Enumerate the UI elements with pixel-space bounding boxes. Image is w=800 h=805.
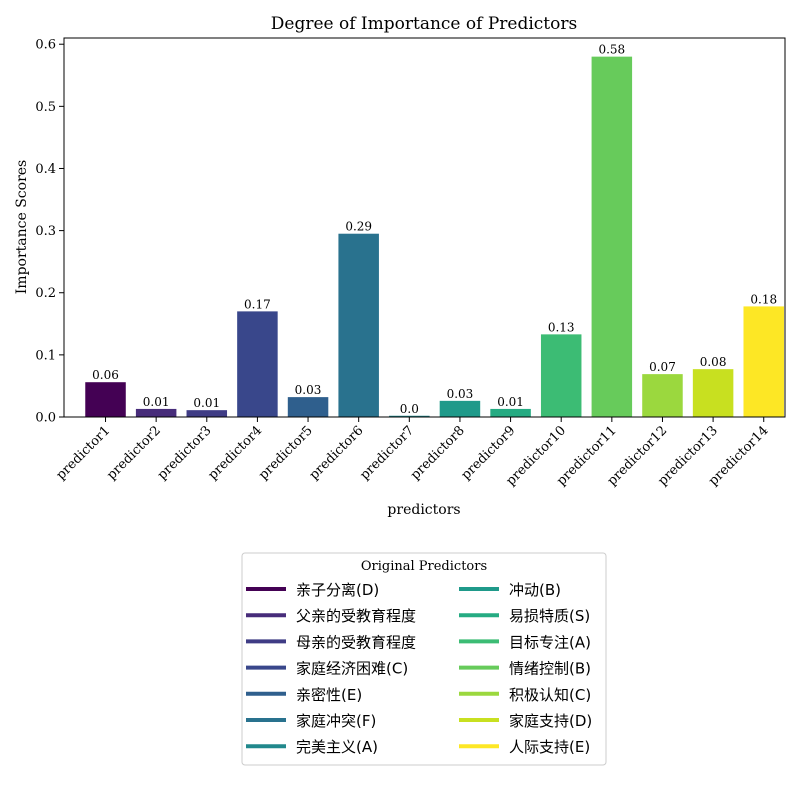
x-tick-label: predictor1	[54, 423, 114, 483]
y-axis: 0.0 0.1 0.2 0.3 0.4 0.5 0.6	[35, 38, 64, 426]
data-label-predictor7: 0.0	[400, 402, 419, 416]
data-label-predictor4: 0.17	[244, 297, 271, 311]
chart-title: Degree of Importance of Predictors	[271, 14, 577, 34]
bar-predictor8	[439, 400, 481, 417]
legend-entry-label: 亲子分离(D)	[296, 581, 379, 599]
data-label-predictor6: 0.29	[345, 220, 372, 234]
data-label-predictor8: 0.03	[447, 387, 474, 401]
y-tick-label: 0.4	[35, 162, 56, 177]
bar-predictor9	[490, 408, 531, 417]
legend-entry-label: 家庭冲突(F)	[296, 712, 376, 730]
bar-predictor3	[186, 410, 228, 417]
bar-predictor10	[540, 334, 582, 417]
data-label-predictor3: 0.01	[193, 396, 220, 410]
bar-predictor7	[389, 415, 430, 417]
y-tick-label: 0.5	[35, 100, 56, 115]
data-label-predictor12: 0.07	[649, 360, 676, 374]
y-tick-label: 0.0	[35, 411, 56, 426]
x-tick-label: predictor6	[307, 423, 367, 483]
data-label-predictor5: 0.03	[295, 383, 322, 397]
legend-entry-label: 完美主义(A)	[296, 738, 378, 756]
y-tick-label: 0.6	[35, 38, 56, 53]
x-axis-label: predictors	[387, 502, 460, 518]
bar-predictor12	[642, 374, 683, 417]
bar-predictor5	[287, 397, 329, 417]
data-label-predictor11: 0.58	[598, 43, 625, 57]
plot-frame	[63, 37, 786, 418]
legend-entry-label: 情绪控制(B)	[509, 660, 591, 678]
x-tick-label: predictor7	[357, 423, 417, 483]
bar-predictor1	[85, 382, 126, 417]
bar-predictor2	[135, 408, 177, 417]
data-label-predictor2: 0.01	[143, 395, 170, 409]
x-axis: predictor1predictor2predictor3predictor4…	[54, 417, 772, 489]
bar-predictor4	[237, 311, 278, 417]
x-tick-label: predictor3	[155, 423, 215, 483]
data-label-predictor10: 0.13	[548, 320, 575, 334]
legend-entry-label: 人际支持(E)	[509, 738, 590, 756]
bar-predictor11	[591, 56, 633, 417]
legend-entry-label: 易损特质(S)	[509, 607, 590, 625]
plot-area: 0.06 0.01 0.01 0.17 0.03 0.29 0.0 0.03 0.01 0.13 0…	[63, 37, 786, 418]
data-label-predictor1: 0.06	[92, 368, 119, 382]
legend-entry-label: 家庭经济困难(C)	[296, 660, 408, 678]
bar-predictor13	[692, 369, 734, 417]
data-label-predictor13: 0.08	[700, 355, 727, 369]
legend-entry-label: 父亲的受教育程度	[296, 607, 416, 625]
data-label-predictor9: 0.01	[497, 395, 524, 409]
legend-entry-label: 积极认知(C)	[509, 686, 591, 704]
legend-entry-label: 家庭支持(D)	[509, 712, 592, 730]
legend-title: Original Predictors	[361, 559, 487, 574]
bar-predictor6	[338, 233, 379, 417]
x-tick-label: predictor4	[205, 423, 265, 483]
y-tick-label: 0.3	[35, 224, 56, 239]
legend-entry-label: 亲密性(E)	[296, 686, 362, 704]
y-tick-label: 0.1	[35, 348, 56, 363]
y-axis-label: Importance Scores	[14, 160, 30, 294]
x-tick-label: predictor5	[256, 423, 316, 483]
legend-entry-label: 母亲的受教育程度	[296, 633, 416, 651]
legend: Original Predictors 亲子分离(D) 父亲的受教育程度母亲的受教…	[241, 552, 607, 766]
x-tick-label: predictor8	[408, 423, 468, 483]
y-tick-label: 0.2	[35, 286, 56, 301]
legend-frame	[241, 552, 607, 766]
data-label-predictor14: 0.18	[750, 292, 777, 306]
legend-entry-label: 冲动(B)	[509, 581, 561, 599]
bar-predictor14	[743, 306, 784, 417]
legend-entry-label: 目标专注(A)	[509, 633, 591, 651]
x-tick-label: predictor2	[104, 423, 164, 483]
